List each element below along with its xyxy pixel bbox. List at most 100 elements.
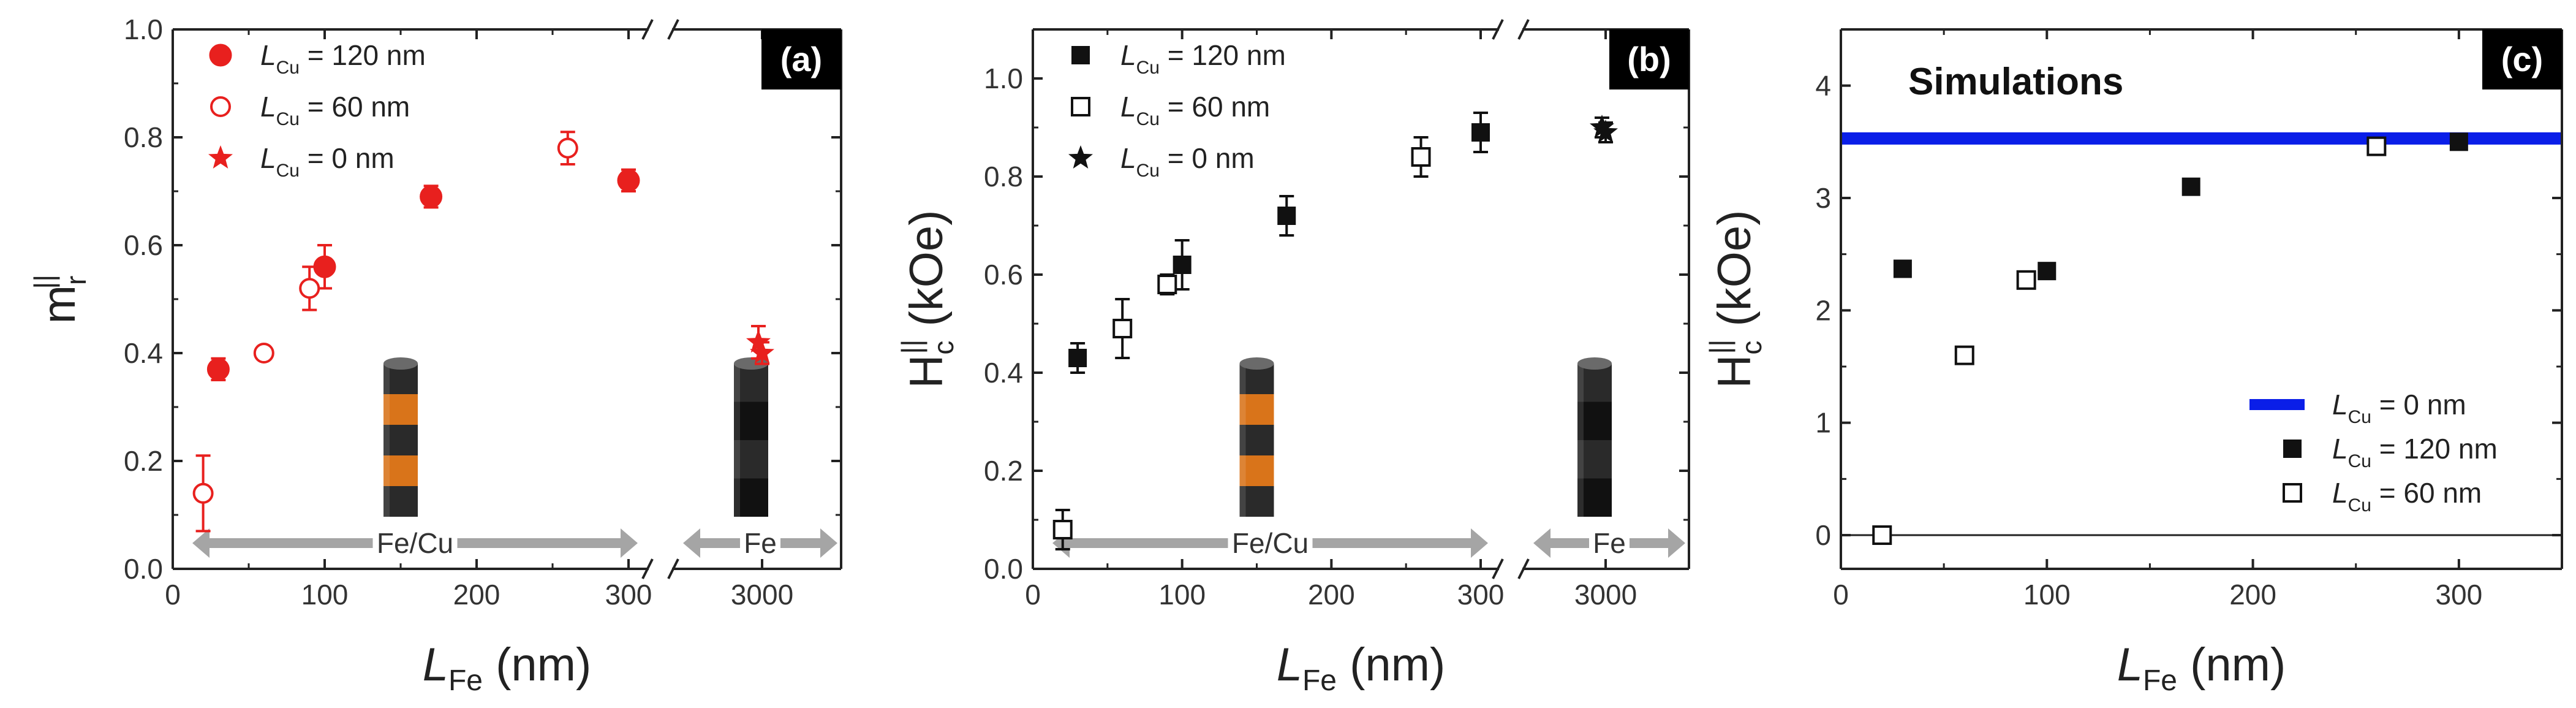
nanowire-segment bbox=[1239, 455, 1274, 486]
legend-label-text: = 60 nm bbox=[1160, 91, 1270, 123]
legend-marker bbox=[208, 145, 233, 169]
y-axis-label: mr|| bbox=[28, 275, 92, 324]
data-point bbox=[1157, 275, 1177, 294]
legend-label: LCu = 60 nm bbox=[260, 91, 410, 129]
series-filled-square bbox=[1893, 132, 2468, 281]
y-axis-label-sub: r bbox=[60, 276, 92, 285]
nanowire-highlight bbox=[383, 364, 390, 517]
series-open-square bbox=[1052, 136, 1431, 550]
y-axis-label: Hc|| (kOe) bbox=[896, 210, 959, 389]
x-axis-label-sub: Fe bbox=[448, 664, 483, 697]
nanowire-highlight bbox=[1239, 364, 1246, 517]
y-tick-label: 0 bbox=[1815, 519, 1831, 551]
x-tick-label: 100 bbox=[1158, 579, 1206, 611]
legend-label-text: = 120 nm bbox=[2371, 433, 2498, 465]
data-point bbox=[420, 185, 443, 208]
legend-label-var: L bbox=[260, 91, 276, 123]
x-axis-label-sub: Fe bbox=[2143, 664, 2177, 697]
data-point bbox=[1068, 349, 1087, 367]
legend-label-sub: Cu bbox=[2348, 451, 2371, 471]
legend-label: LCu = 60 nm bbox=[2332, 477, 2482, 516]
data-point bbox=[2038, 262, 2057, 281]
data-point bbox=[1112, 319, 1133, 338]
y-tick-label: 0.2 bbox=[984, 455, 1023, 487]
legend-label-text: = 120 nm bbox=[1160, 39, 1286, 71]
x-axis-label-var: L bbox=[2117, 639, 2143, 691]
arrow-label-bg bbox=[740, 530, 780, 557]
data-point bbox=[313, 255, 336, 278]
legend-label-var: L bbox=[2332, 389, 2348, 421]
arrow-label: Fe/Cu bbox=[1232, 527, 1309, 559]
arrow-label-bg bbox=[1589, 530, 1630, 557]
y-tick-label: 0.4 bbox=[984, 357, 1023, 389]
nanowire-cap bbox=[1239, 357, 1274, 370]
panel-label: (c) bbox=[2501, 40, 2543, 78]
x-axis-label: LFe (nm) bbox=[2117, 639, 2286, 697]
arrow-label: Fe bbox=[1593, 527, 1626, 559]
nanowire-highlight bbox=[734, 364, 740, 517]
legend-label-sub: Cu bbox=[2348, 407, 2371, 427]
data-point bbox=[299, 278, 320, 299]
x-tick-label: 200 bbox=[453, 579, 500, 611]
legend-marker bbox=[209, 44, 232, 67]
arrow-label: Fe/Cu bbox=[377, 527, 453, 559]
data-point bbox=[617, 169, 640, 192]
nanowire-fe-segment bbox=[734, 478, 768, 517]
x-axis-label-sub: Fe bbox=[1302, 664, 1337, 697]
y-axis-label-sup: || bbox=[1704, 340, 1736, 354]
legend-label-text: = 120 nm bbox=[300, 39, 426, 71]
nanowire-fe-segment bbox=[1577, 364, 1612, 402]
y-tick-label: 0.2 bbox=[124, 445, 163, 477]
nanowire-segment bbox=[1239, 486, 1274, 517]
axis-break-mark bbox=[1517, 19, 1530, 40]
legend-label-sub: Cu bbox=[2348, 495, 2371, 516]
axis-break-mark bbox=[641, 558, 654, 579]
x-axis-label-var: L bbox=[1277, 639, 1302, 691]
nanowire-fe-segment bbox=[734, 440, 768, 479]
series-open-circle bbox=[192, 131, 578, 533]
arrow-label-bg bbox=[1228, 530, 1313, 557]
x-tick-label: 300 bbox=[2435, 579, 2482, 611]
x-axis-label-var: L bbox=[423, 639, 448, 691]
nanowire-segment bbox=[383, 455, 418, 486]
axis-break-mark bbox=[1492, 19, 1504, 40]
nanowire-segment bbox=[383, 486, 418, 517]
nanowire-fe-segment bbox=[734, 364, 768, 402]
nanowire-cap bbox=[383, 357, 418, 370]
series-star bbox=[1590, 115, 1618, 143]
data-point bbox=[2016, 270, 2036, 290]
data-point bbox=[1590, 115, 1614, 138]
data-point bbox=[1893, 259, 1912, 278]
legend-label-var: L bbox=[1120, 39, 1136, 71]
legend-marker bbox=[1071, 46, 1090, 64]
nanowire-fe-segment bbox=[1577, 440, 1612, 479]
data-point bbox=[253, 343, 274, 364]
y-tick-label: 0.0 bbox=[124, 553, 163, 585]
x-axis-label-unit: (nm) bbox=[2177, 639, 2286, 691]
legend-label-text: = 0 nm bbox=[2371, 389, 2466, 421]
series-filled-square bbox=[1068, 112, 1490, 374]
legend-marker bbox=[2283, 440, 2302, 458]
data-point bbox=[2366, 136, 2387, 156]
y-tick-label: 0.6 bbox=[124, 229, 163, 261]
axis-break-mark bbox=[641, 19, 654, 40]
legend-label: LCu = 120 nm bbox=[1120, 39, 1286, 78]
axis-break-mark bbox=[667, 19, 679, 40]
nanowire-segment bbox=[1239, 394, 1274, 425]
legend-label-text: = 0 nm bbox=[1160, 142, 1255, 174]
data-point bbox=[557, 137, 578, 159]
x-tick-label: 0 bbox=[1025, 579, 1041, 611]
x-tick-label: 3000 bbox=[731, 579, 793, 611]
panel-label-bg bbox=[1609, 29, 1689, 89]
legend-label-var: L bbox=[260, 142, 276, 174]
data-point bbox=[1173, 256, 1192, 274]
x-axis-label-unit: (nm) bbox=[483, 639, 591, 691]
data-point bbox=[750, 340, 774, 364]
axis-break-mark bbox=[667, 558, 679, 579]
x-axis-label-unit: (nm) bbox=[1337, 639, 1445, 691]
